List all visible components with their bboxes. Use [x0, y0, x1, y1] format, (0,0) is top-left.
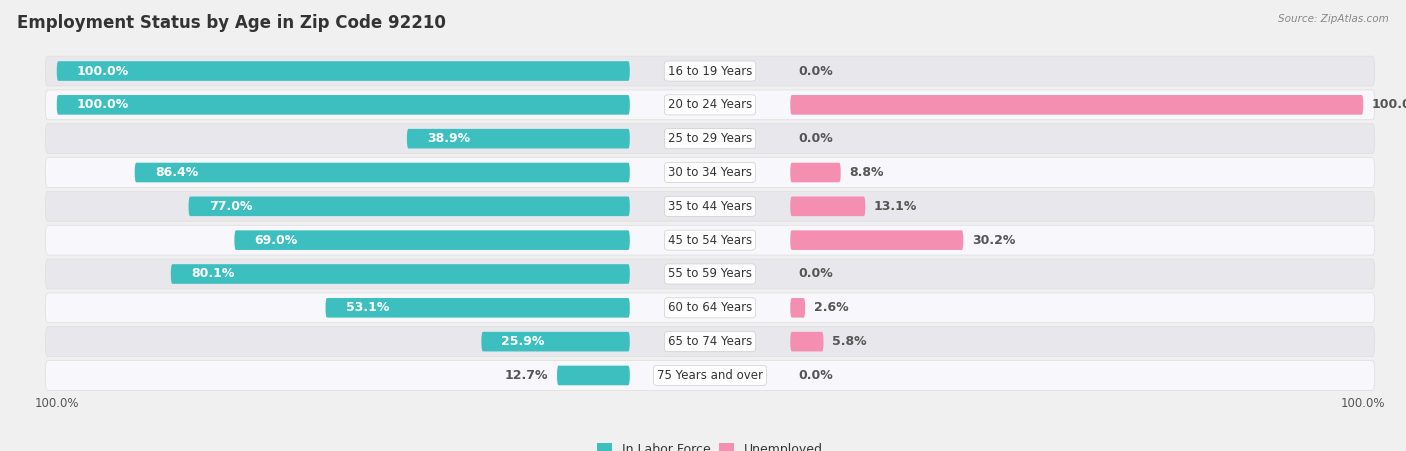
Text: 30.2%: 30.2% — [972, 234, 1015, 247]
Text: 0.0%: 0.0% — [799, 64, 834, 78]
Text: 0.0%: 0.0% — [799, 132, 834, 145]
FancyBboxPatch shape — [235, 230, 630, 250]
FancyBboxPatch shape — [406, 129, 630, 148]
Text: 75 Years and over: 75 Years and over — [657, 369, 763, 382]
FancyBboxPatch shape — [45, 90, 1375, 120]
FancyBboxPatch shape — [56, 61, 630, 81]
FancyBboxPatch shape — [56, 95, 630, 115]
FancyBboxPatch shape — [557, 366, 630, 385]
FancyBboxPatch shape — [790, 163, 841, 182]
FancyBboxPatch shape — [790, 332, 824, 351]
Text: 13.1%: 13.1% — [875, 200, 917, 213]
FancyBboxPatch shape — [45, 56, 1375, 86]
Legend: In Labor Force, Unemployed: In Labor Force, Unemployed — [592, 437, 828, 451]
Text: Employment Status by Age in Zip Code 92210: Employment Status by Age in Zip Code 922… — [17, 14, 446, 32]
FancyBboxPatch shape — [790, 197, 865, 216]
Text: 0.0%: 0.0% — [799, 369, 834, 382]
FancyBboxPatch shape — [45, 293, 1375, 323]
Text: Source: ZipAtlas.com: Source: ZipAtlas.com — [1278, 14, 1389, 23]
FancyBboxPatch shape — [135, 163, 630, 182]
FancyBboxPatch shape — [790, 230, 963, 250]
Text: 77.0%: 77.0% — [208, 200, 252, 213]
Text: 25.9%: 25.9% — [502, 335, 544, 348]
Text: 0.0%: 0.0% — [799, 267, 834, 281]
Text: 100.0%: 100.0% — [77, 64, 129, 78]
Text: 20 to 24 Years: 20 to 24 Years — [668, 98, 752, 111]
Text: 30 to 34 Years: 30 to 34 Years — [668, 166, 752, 179]
FancyBboxPatch shape — [481, 332, 630, 351]
Text: 5.8%: 5.8% — [832, 335, 866, 348]
FancyBboxPatch shape — [45, 225, 1375, 255]
Text: 69.0%: 69.0% — [254, 234, 298, 247]
Text: 65 to 74 Years: 65 to 74 Years — [668, 335, 752, 348]
Text: 45 to 54 Years: 45 to 54 Years — [668, 234, 752, 247]
FancyBboxPatch shape — [45, 259, 1375, 289]
Text: 80.1%: 80.1% — [191, 267, 235, 281]
FancyBboxPatch shape — [790, 95, 1364, 115]
Text: 8.8%: 8.8% — [849, 166, 884, 179]
FancyBboxPatch shape — [188, 197, 630, 216]
Text: 12.7%: 12.7% — [505, 369, 548, 382]
Text: 16 to 19 Years: 16 to 19 Years — [668, 64, 752, 78]
FancyBboxPatch shape — [45, 191, 1375, 221]
Text: 53.1%: 53.1% — [346, 301, 389, 314]
Text: 100.0%: 100.0% — [77, 98, 129, 111]
Text: 35 to 44 Years: 35 to 44 Years — [668, 200, 752, 213]
Text: 55 to 59 Years: 55 to 59 Years — [668, 267, 752, 281]
FancyBboxPatch shape — [790, 298, 806, 318]
FancyBboxPatch shape — [45, 158, 1375, 188]
FancyBboxPatch shape — [170, 264, 630, 284]
FancyBboxPatch shape — [45, 124, 1375, 153]
Text: 38.9%: 38.9% — [427, 132, 470, 145]
FancyBboxPatch shape — [45, 327, 1375, 356]
Text: 100.0%: 100.0% — [1372, 98, 1406, 111]
Text: 2.6%: 2.6% — [814, 301, 848, 314]
Text: 60 to 64 Years: 60 to 64 Years — [668, 301, 752, 314]
FancyBboxPatch shape — [45, 361, 1375, 391]
Text: 86.4%: 86.4% — [155, 166, 198, 179]
FancyBboxPatch shape — [326, 298, 630, 318]
Text: 25 to 29 Years: 25 to 29 Years — [668, 132, 752, 145]
